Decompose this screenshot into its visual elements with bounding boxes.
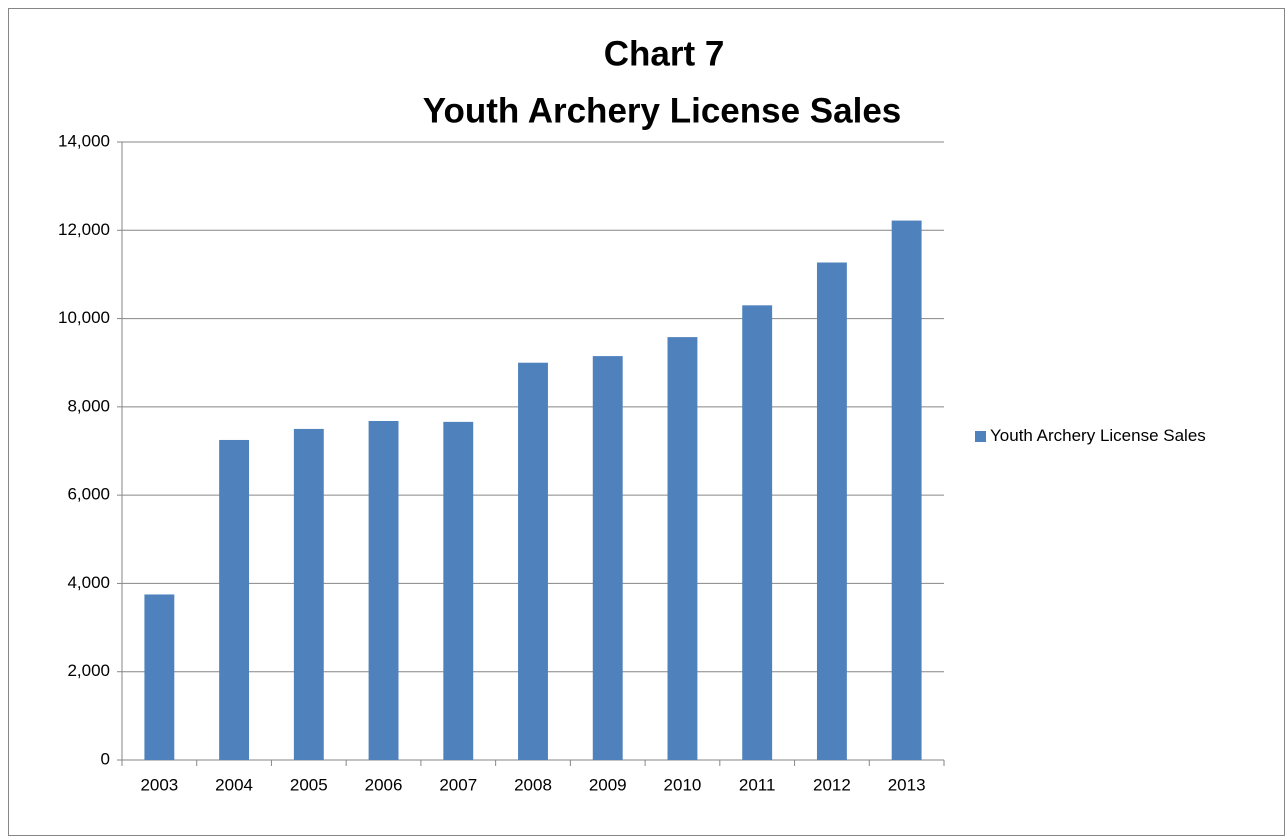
- x-tick-label: 2004: [215, 775, 253, 794]
- x-tick-label: 2009: [589, 775, 627, 794]
- y-tick-label: 10,000: [58, 308, 110, 327]
- y-tick-label: 0: [101, 749, 110, 768]
- legend: Youth Archery License Sales: [975, 424, 1245, 448]
- x-tick-label: 2010: [664, 775, 702, 794]
- bar: [144, 594, 175, 760]
- bar: [518, 362, 548, 760]
- y-tick-label: 14,000: [58, 131, 110, 150]
- legend-swatch: [975, 431, 986, 442]
- x-tick-label: 2011: [739, 775, 776, 794]
- chart-title: Chart 7: [604, 34, 725, 73]
- x-tick-label: 2008: [514, 775, 552, 794]
- x-tick-label: 2013: [888, 775, 926, 794]
- x-tick-label: 2003: [140, 775, 178, 794]
- x-tick-label: 2005: [290, 775, 328, 794]
- bar: [293, 428, 324, 760]
- y-tick-label: 12,000: [58, 220, 110, 239]
- bar: [443, 421, 474, 760]
- x-tick-label: 2007: [439, 775, 477, 794]
- y-tick-label: 6,000: [67, 485, 110, 504]
- y-tick-label: 8,000: [67, 396, 110, 415]
- bar: [816, 262, 847, 760]
- bar: [592, 356, 623, 760]
- bar: [891, 220, 922, 760]
- legend-label: Youth Archery License Sales: [990, 426, 1206, 445]
- y-tick-label: 4,000: [67, 573, 110, 592]
- bar: [742, 305, 773, 760]
- bar: [368, 420, 399, 760]
- y-tick-label: 2,000: [67, 661, 110, 680]
- x-tick-label: 2012: [813, 775, 851, 794]
- chart-subtitle: Youth Archery License Sales: [423, 91, 902, 130]
- chart-frame: [8, 8, 1285, 836]
- bar: [219, 439, 250, 760]
- x-tick-label: 2006: [365, 775, 403, 794]
- bar: [667, 337, 698, 760]
